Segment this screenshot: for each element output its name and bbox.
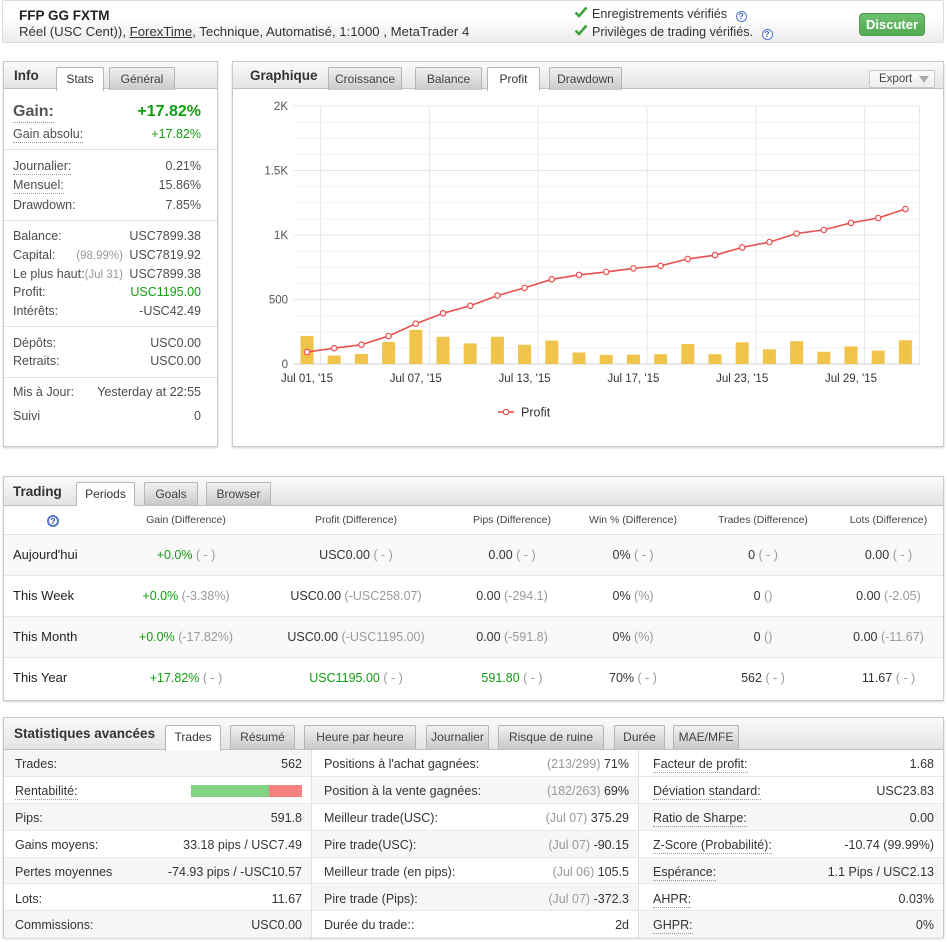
svg-text:Profit: Profit xyxy=(521,406,551,420)
svg-text:0: 0 xyxy=(282,359,288,371)
svg-text:Jul 13, '15: Jul 13, '15 xyxy=(499,373,551,385)
svg-text:Jul 07, '15: Jul 07, '15 xyxy=(390,373,442,385)
svg-text:Jul 01, '15: Jul 01, '15 xyxy=(281,373,333,385)
svg-text:1K: 1K xyxy=(274,230,288,242)
svg-text:2K: 2K xyxy=(274,101,288,113)
svg-text:500: 500 xyxy=(269,295,288,307)
svg-text:Jul 17, '15: Jul 17, '15 xyxy=(607,373,659,385)
svg-text:Jul 23, '15: Jul 23, '15 xyxy=(716,373,768,385)
svg-text:1.5K: 1.5K xyxy=(264,166,288,178)
svg-text:Jul 29, '15: Jul 29, '15 xyxy=(825,373,877,385)
